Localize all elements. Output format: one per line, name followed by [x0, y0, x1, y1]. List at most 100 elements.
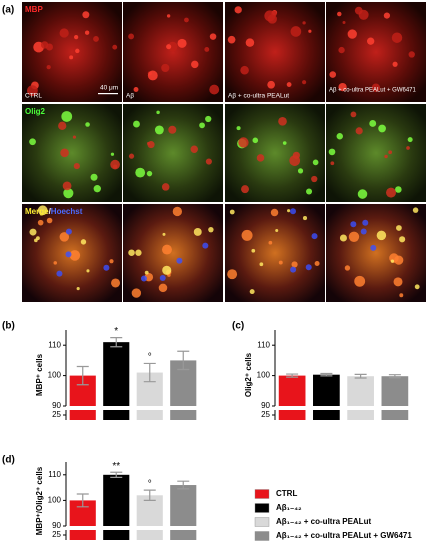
cell [27, 85, 38, 97]
axis-break [102, 526, 131, 530]
y-tick-label: 25 [261, 410, 270, 419]
cell [267, 14, 277, 24]
cell [312, 159, 319, 166]
cell [369, 120, 377, 127]
nucleus [65, 228, 72, 235]
cell [199, 122, 205, 129]
cell [406, 146, 410, 150]
y-tick-label: 100 [48, 371, 62, 380]
cell [338, 46, 345, 54]
cell [297, 168, 304, 174]
legend-label: Aβ₁₋₄₂ + co-ultra PEALut + GW6471 [276, 531, 412, 540]
significance: ° [148, 352, 152, 363]
axis-break [346, 406, 375, 410]
cell [46, 217, 53, 224]
cell [113, 164, 118, 169]
cell [354, 275, 366, 287]
y-axis-label: Olig2⁺ cells [244, 352, 253, 397]
cell [302, 80, 307, 85]
y-axis-label: MBP⁺/Olig2⁺ cells [35, 466, 44, 535]
cell [133, 87, 139, 92]
y-tick-label: 90 [52, 521, 61, 530]
legend-swatch [254, 517, 270, 527]
cell [275, 229, 279, 233]
cell [384, 154, 388, 159]
nucleus [370, 244, 377, 251]
error-bar [177, 480, 190, 490]
micrograph [326, 104, 426, 202]
y-tick-label: 90 [52, 401, 61, 410]
error-bar [76, 365, 89, 386]
cell [271, 10, 277, 17]
error-bar [320, 372, 333, 377]
cell [204, 46, 210, 52]
cell [162, 232, 166, 236]
cell [90, 173, 98, 181]
cell [135, 167, 146, 178]
cell [348, 231, 360, 242]
cell [286, 82, 292, 87]
cell [158, 283, 168, 293]
cell [339, 234, 347, 242]
cell [367, 37, 375, 45]
cell [59, 28, 69, 38]
y-tick-label: 110 [48, 340, 61, 349]
cell [37, 205, 48, 216]
cell [167, 41, 178, 52]
cell [241, 185, 249, 194]
nucleus [176, 257, 183, 264]
cell [205, 158, 212, 165]
cell [72, 135, 77, 139]
cell [184, 17, 189, 23]
cell [282, 141, 287, 145]
cell [407, 137, 413, 143]
axis-break [277, 406, 307, 410]
nucleus [140, 275, 147, 282]
nucleus [65, 251, 72, 258]
significance: ° [148, 479, 152, 490]
row-label: Olig2 [25, 107, 46, 116]
cell [63, 188, 74, 199]
cell [166, 14, 171, 18]
cell [267, 80, 276, 89]
cell [62, 181, 72, 191]
column-label: CTRL [25, 93, 42, 100]
cell [236, 126, 241, 131]
axis-break [135, 406, 164, 410]
micrograph [22, 104, 122, 202]
cell [36, 236, 40, 241]
y-tick-label: 25 [52, 530, 61, 539]
row-label-part: / [49, 207, 52, 216]
cell [306, 188, 313, 195]
cell [290, 26, 302, 37]
error-bar [143, 489, 156, 501]
cell [344, 265, 351, 271]
cell [110, 152, 115, 156]
cell [209, 84, 220, 95]
panel-label: (c) [232, 321, 244, 332]
micrograph [225, 104, 325, 202]
bar [170, 485, 197, 540]
cell [161, 183, 170, 191]
micrograph [225, 204, 325, 302]
micrograph [123, 2, 223, 102]
cell [347, 29, 357, 39]
axis-break [169, 406, 198, 410]
cell [166, 44, 172, 50]
nucleus [56, 270, 63, 277]
panel-label: (b) [2, 321, 15, 332]
bar [136, 495, 163, 540]
row-label-part: Hoechst [51, 207, 83, 216]
cell [355, 127, 363, 135]
cell [391, 32, 403, 43]
cell [59, 232, 70, 242]
cell [86, 269, 90, 273]
cell [337, 11, 342, 17]
cell [336, 133, 343, 140]
error-bar [286, 373, 299, 378]
cell [234, 6, 242, 14]
cell [350, 111, 357, 118]
cell [29, 228, 37, 236]
cell [172, 206, 182, 217]
error-bar [354, 373, 367, 379]
